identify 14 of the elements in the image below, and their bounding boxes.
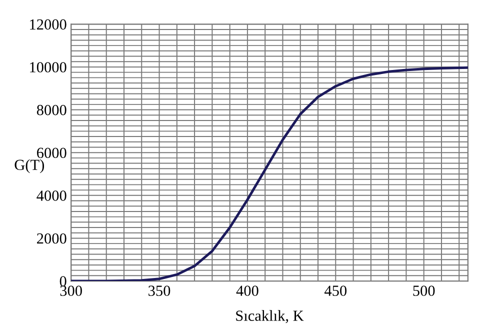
y-tick-label: 0 <box>60 276 66 286</box>
x-tick-label: 500 <box>413 286 435 296</box>
x-tick-label: 400 <box>236 286 258 296</box>
y-tick-label: 6000 <box>37 148 66 158</box>
y-axis-title: G(T) <box>14 159 44 174</box>
x-tick-label: 300 <box>60 286 82 296</box>
y-tick-label: 2000 <box>37 233 66 244</box>
x-tick-label: 350 <box>148 286 170 296</box>
y-tick-label: 12000 <box>30 19 66 30</box>
x-axis-title: Sıcaklık, K <box>236 310 304 324</box>
x-tick-label: 450 <box>324 286 347 296</box>
y-tick-label: 10000 <box>30 62 66 72</box>
y-tick-label: 4000 <box>36 190 66 201</box>
y-tick-label: 8000 <box>36 104 66 116</box>
